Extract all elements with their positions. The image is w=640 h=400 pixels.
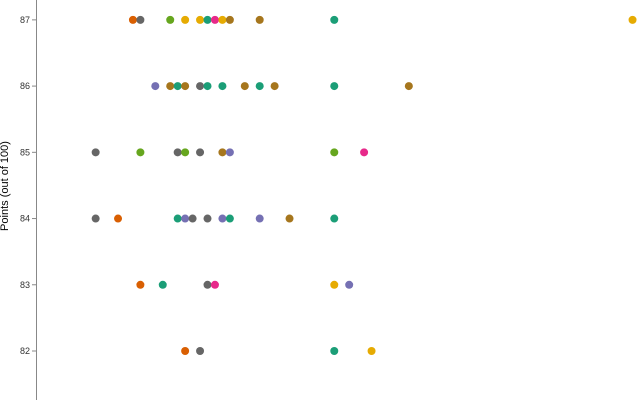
data-point[interactable] (270, 82, 279, 91)
data-point[interactable] (196, 82, 205, 91)
y-tick-label: 84 (20, 214, 30, 224)
data-point[interactable] (173, 148, 182, 157)
data-point[interactable] (136, 15, 145, 24)
data-point[interactable] (240, 82, 249, 91)
data-point[interactable] (181, 346, 190, 355)
data-point[interactable] (218, 82, 227, 91)
data-point[interactable] (225, 214, 234, 223)
data-point[interactable] (203, 214, 212, 223)
y-axis-title: Points (out of 100) (0, 141, 11, 231)
data-point[interactable] (136, 148, 145, 157)
y-tick-label: 83 (20, 280, 30, 290)
data-point[interactable] (285, 214, 294, 223)
y-axis: 82 83 84 85 86 87 (20, 0, 37, 400)
data-point[interactable] (330, 148, 339, 157)
data-point[interactable] (181, 214, 190, 223)
data-point[interactable] (367, 346, 376, 355)
data-point[interactable] (360, 148, 369, 157)
data-point[interactable] (173, 82, 182, 91)
data-point[interactable] (188, 214, 197, 223)
y-tick-label: 87 (20, 15, 30, 25)
data-point[interactable] (91, 148, 100, 157)
data-point[interactable] (628, 15, 637, 24)
data-point[interactable] (330, 214, 339, 223)
y-tick-label: 86 (20, 81, 30, 91)
data-point[interactable] (330, 280, 339, 289)
data-point[interactable] (196, 15, 205, 24)
data-point[interactable] (181, 15, 190, 24)
data-point[interactable] (136, 280, 145, 289)
data-point[interactable] (218, 148, 227, 157)
data-point[interactable] (158, 280, 167, 289)
points-layer (91, 15, 637, 355)
data-point[interactable] (225, 15, 234, 24)
data-point[interactable] (218, 15, 227, 24)
data-point[interactable] (196, 148, 205, 157)
data-point[interactable] (166, 82, 175, 91)
data-point[interactable] (151, 82, 160, 91)
data-point[interactable] (330, 346, 339, 355)
data-point[interactable] (203, 280, 212, 289)
data-point[interactable] (91, 214, 100, 223)
data-point[interactable] (196, 346, 205, 355)
data-point[interactable] (114, 214, 123, 223)
data-point[interactable] (225, 148, 234, 157)
data-point[interactable] (345, 280, 354, 289)
data-point[interactable] (210, 15, 219, 24)
data-point[interactable] (173, 214, 182, 223)
data-point[interactable] (218, 214, 227, 223)
data-point[interactable] (128, 15, 137, 24)
data-point[interactable] (255, 15, 264, 24)
data-point[interactable] (330, 15, 339, 24)
data-point[interactable] (181, 148, 190, 157)
data-point[interactable] (203, 82, 212, 91)
data-point[interactable] (203, 15, 212, 24)
data-point[interactable] (166, 15, 175, 24)
y-tick-label: 85 (20, 147, 30, 157)
data-point[interactable] (181, 82, 190, 91)
data-point[interactable] (330, 82, 339, 91)
data-point[interactable] (210, 280, 219, 289)
data-point[interactable] (255, 82, 264, 91)
y-tick-label: 82 (20, 346, 30, 356)
data-point[interactable] (404, 82, 413, 91)
data-point[interactable] (255, 214, 264, 223)
